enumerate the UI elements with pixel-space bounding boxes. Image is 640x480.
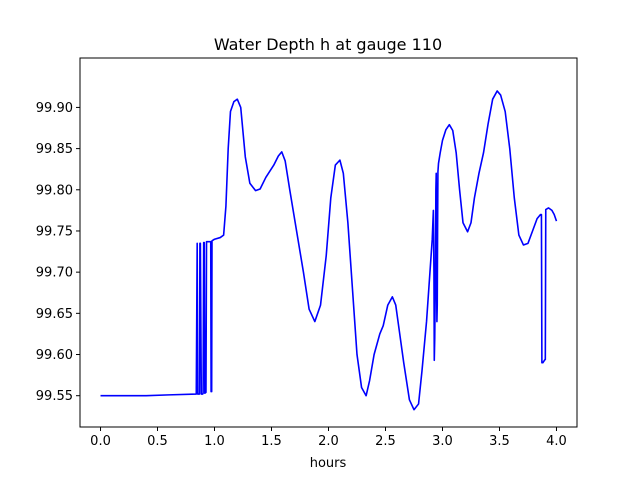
y-tick-label: 99.55 <box>36 389 73 404</box>
x-tick-label: 1.0 <box>204 434 225 449</box>
x-tick-label: 0.0 <box>90 434 111 449</box>
series-line-0 <box>100 90 558 411</box>
x-tick-label: 2.5 <box>375 434 396 449</box>
x-tick-label: 0.5 <box>147 434 168 449</box>
x-tick-label: 3.0 <box>432 434 453 449</box>
y-tick-label: 99.75 <box>36 224 73 239</box>
chart-title: Water Depth h at gauge 110 <box>214 35 442 54</box>
x-axis: 0.0 0.5 1.0 1.5 2.0 2.5 3.0 3.5 4.0 <box>90 427 567 449</box>
x-tick-label: 4.0 <box>546 434 567 449</box>
y-tick-label: 99.60 <box>36 348 73 363</box>
x-tick-label: 2.0 <box>318 434 339 449</box>
plot-frame <box>79 57 578 428</box>
y-tick-label: 99.85 <box>36 142 73 157</box>
y-tick-label: 99.70 <box>36 266 73 281</box>
y-tick-label: 99.80 <box>36 183 73 198</box>
x-tick-label: 1.5 <box>261 434 282 449</box>
y-tick-label: 99.65 <box>36 307 73 322</box>
plot-area <box>79 57 578 428</box>
y-axis: 99.55 99.60 99.65 99.70 99.75 99.80 99.85 99.90 <box>36 101 80 404</box>
y-tick-label: 99.90 <box>36 101 73 116</box>
x-tick-label: 3.5 <box>489 434 510 449</box>
x-axis-label: hours <box>310 456 347 471</box>
